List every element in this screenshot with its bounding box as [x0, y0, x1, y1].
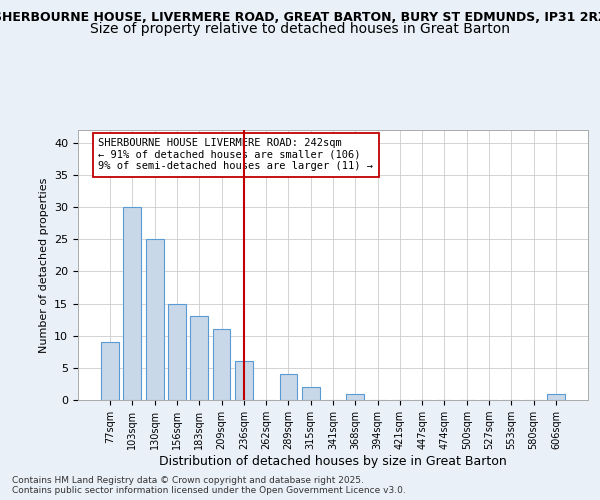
Bar [168, 304, 186, 400]
Text: Contains HM Land Registry data © Crown copyright and database right 2025.
Contai: Contains HM Land Registry data © Crown c… [12, 476, 406, 495]
Text: SHERBOURNE HOUSE, LIVERMERE ROAD, GREAT BARTON, BURY ST EDMUNDS, IP31 2RZ: SHERBOURNE HOUSE, LIVERMERE ROAD, GREAT … [0, 11, 600, 24]
Bar [346, 394, 364, 400]
Bar [212, 330, 230, 400]
Text: Size of property relative to detached houses in Great Barton: Size of property relative to detached ho… [90, 22, 510, 36]
Bar [280, 374, 298, 400]
Bar [235, 362, 253, 400]
X-axis label: Distribution of detached houses by size in Great Barton: Distribution of detached houses by size … [159, 455, 507, 468]
Text: SHERBOURNE HOUSE LIVERMERE ROAD: 242sqm
← 91% of detached houses are smaller (10: SHERBOURNE HOUSE LIVERMERE ROAD: 242sqm … [98, 138, 373, 172]
Bar [547, 394, 565, 400]
Y-axis label: Number of detached properties: Number of detached properties [38, 178, 49, 352]
Bar [101, 342, 119, 400]
Bar [124, 207, 142, 400]
Bar [302, 387, 320, 400]
Bar [146, 240, 164, 400]
Bar [190, 316, 208, 400]
